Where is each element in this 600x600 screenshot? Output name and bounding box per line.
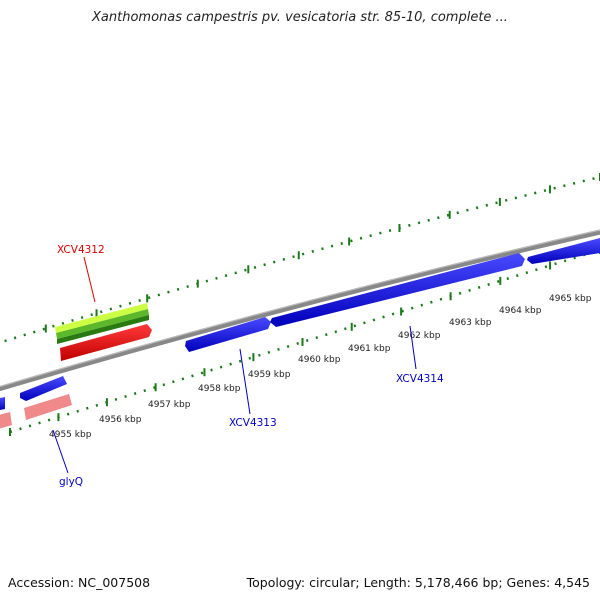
scale-tick-label: 4956 kbp (99, 415, 142, 425)
inner-ruler-major-ticks (9, 246, 600, 436)
genome-backbone (0, 229, 600, 392)
label-xcv4314: XCV4314 (396, 373, 444, 385)
outer-ruler-track (0, 175, 600, 344)
gene-xcv4314[interactable] (270, 253, 525, 327)
gene-cds-left[interactable] (20, 376, 67, 401)
scale-tick-label: 4964 kbp (499, 306, 542, 316)
outer-ruler-major-ticks (44, 173, 600, 333)
scale-tick-label: 4961 kbp (348, 344, 391, 354)
label-glyq: glyQ (59, 476, 83, 488)
scale-tick-label: 4957 kbp (148, 400, 191, 410)
gene-xcv4312[interactable] (60, 324, 152, 361)
scale-tick-label: 4958 kbp (198, 384, 241, 394)
scale-tick-label: 4955 kbp (49, 430, 92, 440)
accession-label: Accession: NC_007508 (8, 575, 151, 590)
gene-cds-right[interactable] (527, 238, 600, 264)
label-xcv4313: XCV4313 (229, 417, 277, 429)
scale-tick-label: 4960 kbp (298, 355, 341, 365)
scale-tick-label: 4959 kbp (248, 370, 291, 380)
scale-tick-label: 4965 kbp (549, 294, 592, 304)
gene-glyq-pink[interactable] (24, 394, 72, 420)
scale-tick-label: 4963 kbp (449, 318, 492, 328)
scale-tick-labels: 4955 kbp 4956 kbp 4957 kbp 4958 kbp 4959 kbp… (49, 294, 592, 440)
map-title: Xanthomonas campestris pv. vesicatoria s… (92, 10, 508, 25)
gene-pink-left-partial[interactable] (0, 412, 12, 430)
gene-cds-left-partial[interactable] (0, 397, 5, 411)
label-xcv4312: XCV4312 (57, 244, 105, 256)
topology-label: Topology: circular; Length: 5,178,466 bp… (246, 575, 590, 590)
xcv4312-feature-tracks[interactable] (55, 303, 149, 344)
scale-tick-label: 4962 kbp (398, 331, 441, 341)
gene-xcv4313[interactable] (185, 317, 271, 352)
